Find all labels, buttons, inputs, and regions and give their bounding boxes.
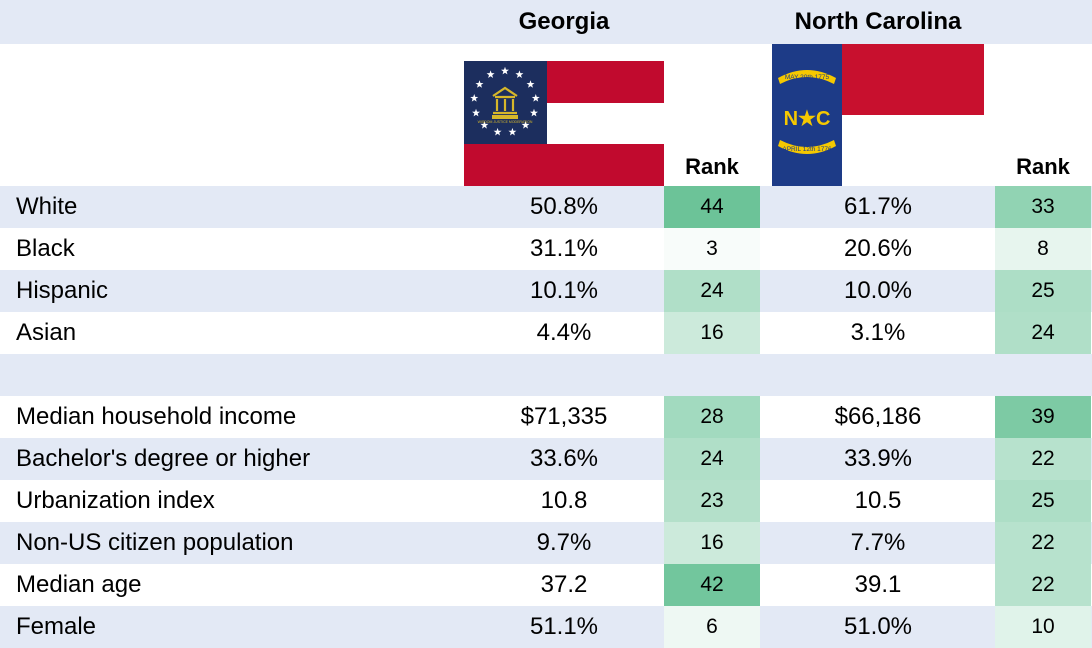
- nc-bottom-ribbon-text: APRIL 12th 1776: [782, 146, 832, 153]
- georgia-rank: 24: [664, 438, 760, 480]
- georgia-rank: 6: [664, 606, 760, 648]
- star-icon: [529, 108, 538, 117]
- star-icon: [526, 80, 535, 88]
- georgia-value: 9.7%: [536, 529, 592, 556]
- north-carolina-rank: 22: [995, 438, 1091, 480]
- georgia-value: [464, 354, 664, 396]
- table-row: Asian 4.4% 16 3.1% 24: [0, 312, 1092, 354]
- table-row: White 50.8% 44 61.7% 33: [0, 186, 1092, 228]
- georgia-header: Georgia: [518, 8, 610, 35]
- row-label: Black: [16, 235, 75, 262]
- north-carolina-value: $66,186: [834, 403, 922, 430]
- north-carolina-value: 33.9%: [843, 445, 913, 472]
- nc-letters: N★C: [784, 108, 831, 130]
- table-row: Hispanic 10.1% 24 10.0% 25: [0, 270, 1092, 312]
- row-label: Urbanization index: [16, 487, 215, 514]
- row-label: Hispanic: [16, 277, 109, 304]
- georgia-value: 50.8%: [529, 193, 599, 220]
- row-label: Non-US citizen population: [16, 529, 294, 556]
- georgia-value: 31.1%: [529, 235, 599, 262]
- row-label: Female: [16, 613, 97, 640]
- georgia-seal-text: WISDOM JUSTICE MODERATION: [478, 120, 533, 124]
- georgia-value: $71,335: [520, 403, 608, 430]
- north-carolina-rank: 24: [995, 312, 1091, 354]
- north-carolina-flag-icon: MAY 20th 1775 N★C APRIL 12th 1776: [772, 44, 984, 186]
- table-row: Black 31.1% 3 20.6% 8: [0, 228, 1092, 270]
- row-label: Bachelor's degree or higher: [16, 445, 311, 472]
- georgia-rank-header: Rank: [685, 154, 739, 179]
- georgia-value: 51.1%: [529, 613, 599, 640]
- georgia-rank: 23: [664, 480, 760, 522]
- row-label: [16, 354, 456, 396]
- north-carolina-rank: 8: [995, 228, 1091, 270]
- georgia-value: 37.2: [540, 571, 588, 598]
- north-carolina-rank: 22: [995, 522, 1091, 564]
- georgia-flag-icon: WISDOM JUSTICE MODERATION: [464, 61, 664, 186]
- row-label: White: [16, 193, 78, 220]
- georgia-rank: 42: [664, 564, 760, 606]
- georgia-rank: 16: [664, 522, 760, 564]
- north-carolina-value: 39.1: [854, 571, 902, 598]
- georgia-rank: 24: [664, 270, 760, 312]
- star-icon: [521, 121, 530, 129]
- north-carolina-header: North Carolina: [794, 8, 962, 35]
- star-icon: [475, 80, 484, 88]
- georgia-value: 10.1%: [529, 277, 599, 304]
- north-carolina-rank: 33: [995, 186, 1091, 228]
- table-row: Bachelor's degree or higher 33.6% 24 33.9% 2…: [0, 438, 1092, 480]
- georgia-rank: 28: [664, 396, 760, 438]
- north-carolina-rank-header: Rank: [1016, 154, 1070, 179]
- nc-top-ribbon-text: MAY 20th 1775: [785, 74, 830, 81]
- row-label: Median household income: [16, 403, 297, 430]
- georgia-value: 4.4%: [536, 319, 592, 346]
- table-row: Urbanization index 10.8 23 10.5 25: [0, 480, 1092, 522]
- table-row: Non-US citizen population 9.7% 16 7.7% 22: [0, 522, 1092, 564]
- star-icon: [486, 70, 495, 78]
- north-carolina-value: 7.7%: [850, 529, 906, 556]
- star-icon: [515, 70, 524, 78]
- north-carolina-value: 10.5: [854, 487, 902, 514]
- georgia-rank: 3: [664, 228, 760, 270]
- north-carolina-rank: 25: [995, 480, 1091, 522]
- georgia-rank: 44: [664, 186, 760, 228]
- north-carolina-rank: 39: [995, 396, 1091, 438]
- table-row: Median household income $71,335 28 $66,186 3…: [0, 396, 1092, 438]
- row-label: Asian: [16, 319, 77, 346]
- north-carolina-rank: 22: [995, 564, 1091, 606]
- table-row: [0, 354, 1092, 396]
- north-carolina-rank: 25: [995, 270, 1091, 312]
- star-icon: [508, 127, 517, 136]
- header-band: [0, 0, 1092, 44]
- north-carolina-value: 51.0%: [843, 613, 913, 640]
- georgia-value: 10.8: [540, 487, 588, 514]
- north-carolina-value: 20.6%: [843, 235, 913, 262]
- north-carolina-value: 61.7%: [843, 193, 913, 220]
- table-row: Median age 37.2 42 39.1 22: [0, 564, 1092, 606]
- row-label: Median age: [16, 571, 142, 598]
- star-icon: [470, 94, 479, 102]
- georgia-rank: 16: [664, 312, 760, 354]
- georgia-value: 33.6%: [529, 445, 599, 472]
- north-carolina-value: [772, 354, 984, 396]
- star-icon: [493, 127, 502, 136]
- north-carolina-value: 10.0%: [843, 277, 913, 304]
- star-icon: [531, 94, 540, 102]
- north-carolina-rank: 10: [995, 606, 1091, 648]
- star-icon: [501, 66, 509, 75]
- star-icon: [480, 121, 489, 129]
- star-icon: [472, 108, 481, 117]
- table-row: Female 51.1% 6 51.0% 10: [0, 606, 1092, 648]
- north-carolina-value: 3.1%: [850, 319, 906, 346]
